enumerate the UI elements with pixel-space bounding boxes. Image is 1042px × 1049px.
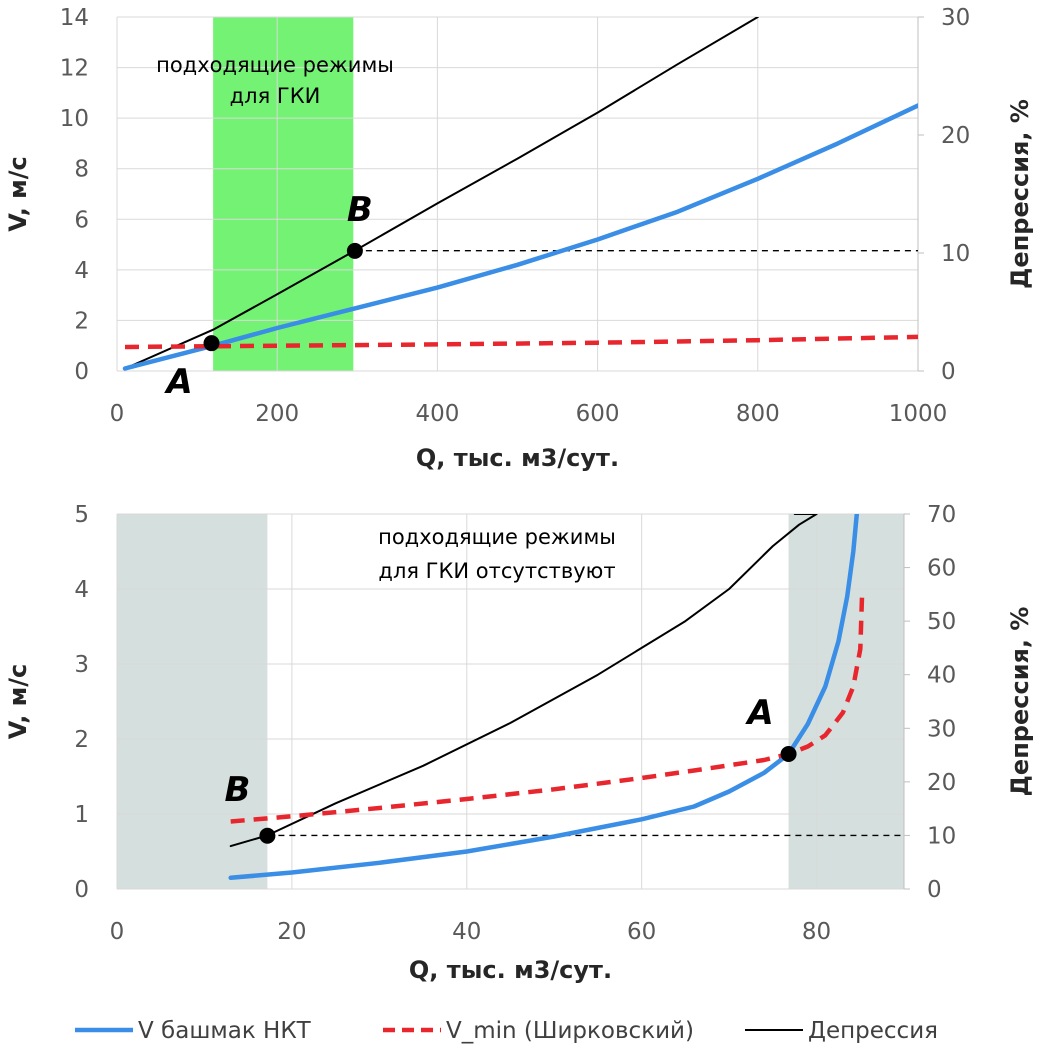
y2-tick-label: 10	[927, 823, 956, 849]
region-annotation-line: подходящие режимы	[156, 53, 394, 77]
y-axis-title: V, м/с	[4, 156, 32, 232]
point-marker	[203, 335, 220, 352]
x-tick-label: 0	[110, 919, 125, 945]
series-line-v-min	[230, 596, 865, 824]
point-marker	[259, 827, 276, 844]
point-label: A	[744, 693, 773, 733]
x-axis-title: Q, тыс. м3/сут.	[409, 956, 612, 984]
y2-tick-label: 60	[927, 556, 956, 582]
y-tick-label: 1	[74, 802, 89, 828]
y-tick-label: 0	[74, 359, 89, 385]
x-tick-label: 600	[576, 401, 620, 427]
x-tick-label: 800	[736, 401, 780, 427]
x-tick-label: 200	[255, 401, 299, 427]
y2-tick-label: 10	[941, 241, 970, 267]
point-label: A	[163, 362, 192, 402]
y2-tick-label: 0	[927, 877, 942, 903]
y-tick-label: 3	[74, 652, 89, 678]
x-tick-label: 40	[452, 919, 481, 945]
y-tick-label: 6	[74, 207, 89, 233]
x-tick-label: 400	[415, 401, 459, 427]
y-tick-label: 14	[60, 5, 89, 31]
legend-label: Депрессия	[808, 1018, 938, 1044]
y2-axis-title: Депрессия, %	[1006, 607, 1034, 797]
y2-tick-label: 30	[941, 5, 970, 31]
shaded-region	[213, 17, 354, 371]
legend: V башмак НКТ V_min (Ширковский) Депрессия	[75, 1018, 938, 1044]
y2-tick-label: 70	[927, 502, 956, 528]
y2-tick-label: 40	[927, 663, 956, 689]
y2-tick-label: 20	[941, 123, 970, 149]
x-tick-label: 60	[627, 919, 656, 945]
shaded-region	[117, 514, 268, 889]
y2-tick-label: 0	[941, 359, 956, 385]
y-tick-label: 12	[60, 56, 89, 82]
y-tick-label: 4	[74, 258, 89, 284]
x-axis-title: Q, тыс. м3/сут.	[416, 444, 619, 472]
y2-axis-title: Депрессия, %	[1006, 99, 1034, 289]
series-line-depression	[124, 17, 759, 370]
region-annotation-line: подходящие режимы	[378, 525, 616, 549]
region-annotation: подходящие режимы для ГКИ	[156, 53, 394, 108]
chart-top: 0 200 400 600 800 1000 0 2 4 6 8 10 12 14 0 10 20 30 Q, ты…	[4, 5, 1034, 472]
y-tick-label: 8	[74, 157, 89, 183]
legend-label: V башмак НКТ	[138, 1018, 312, 1044]
y2-tick-label: 20	[927, 770, 956, 796]
x-tick-label: 1000	[889, 401, 948, 427]
point-label: B	[347, 190, 373, 230]
y-tick-label: 2	[74, 727, 89, 753]
y-tick-label: 0	[74, 877, 89, 903]
point-marker	[346, 242, 363, 259]
x-tick-label: 20	[277, 919, 306, 945]
series-line-v-bashmak	[122, 103, 918, 371]
shaded-region	[788, 514, 904, 889]
point-marker	[780, 746, 797, 762]
series-line-v-bashmak	[228, 514, 860, 881]
region-annotation: подходящие режимы для ГКИ отсутствуют	[378, 525, 616, 583]
y2-tick-label: 30	[927, 716, 956, 742]
y-tick-label: 10	[60, 106, 89, 132]
y-tick-label: 2	[74, 308, 89, 334]
region-annotation-line: для ГКИ	[230, 84, 321, 108]
series-line-v-min	[124, 334, 918, 350]
point-label: B	[224, 770, 250, 810]
y2-tick-label: 50	[927, 609, 956, 635]
y-tick-label: 5	[74, 502, 89, 528]
series-line-depression	[229, 514, 818, 848]
x-tick-label: 0	[110, 401, 125, 427]
y-axis-title: V, м/с	[4, 664, 32, 740]
y-tick-label: 4	[74, 577, 89, 603]
legend-label: V_min (Ширковский)	[446, 1018, 694, 1044]
region-annotation-line: для ГКИ отсутствуют	[378, 559, 615, 583]
x-tick-label: 80	[802, 919, 831, 945]
